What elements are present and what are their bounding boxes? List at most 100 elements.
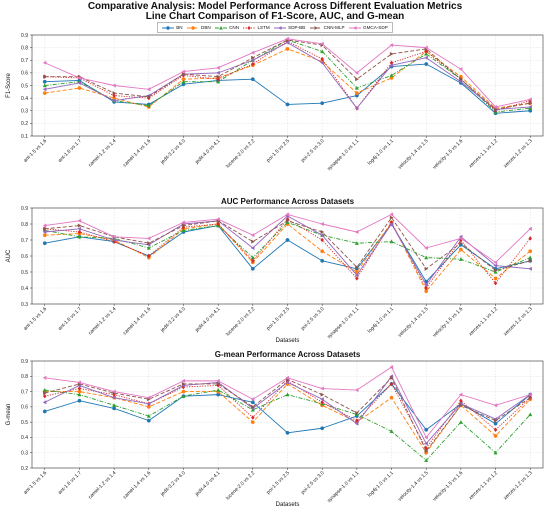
data-point-gmca-sdp <box>77 75 82 80</box>
plot-frame <box>31 360 544 469</box>
data-point-gmca-sdp <box>250 233 255 238</box>
data-point-sdp-bb <box>424 441 428 446</box>
data-point-gmca-sdp <box>250 397 255 402</box>
data-point-gmca-sdp <box>493 403 498 408</box>
plot-frame <box>31 207 544 305</box>
data-point-sdp-bb <box>528 266 532 271</box>
data-point-cnn <box>424 458 429 463</box>
data-point-cnn-mlp <box>285 218 290 223</box>
legend-swatch <box>215 25 228 30</box>
data-point-cnn <box>389 429 394 433</box>
y-tick-label: 0.6 <box>21 254 28 260</box>
data-point-cnn <box>42 83 47 88</box>
data-point-dbn <box>528 249 533 254</box>
data-point-bn <box>77 398 82 403</box>
data-point-cnn <box>146 103 151 108</box>
legend-swatch <box>243 25 256 30</box>
legend-label: CNN <box>229 25 240 30</box>
data-point-dbn <box>285 46 290 51</box>
data-point-lstm <box>320 237 324 243</box>
data-point-gmca-sdp <box>285 375 290 380</box>
y-tick-label: 0.4 <box>21 286 28 292</box>
x-tick-label: ant-1.5 vs 1.6 <box>23 306 49 332</box>
legend-swatch <box>309 25 322 30</box>
data-point-cnn <box>77 234 82 239</box>
x-tick-label: lucene-2.0 vs 2.2 <box>225 306 256 337</box>
data-point-bn <box>320 258 325 263</box>
series-gmca-sdp <box>42 365 532 440</box>
legend-label: LSTM <box>257 25 270 30</box>
data-point-sdp-bb <box>250 58 255 63</box>
data-point-dbn <box>42 91 47 95</box>
data-point-cnn-mlp <box>355 265 359 270</box>
x-tick-label: velocity-1.4 vs 1.5 <box>397 470 430 503</box>
legend-marker <box>278 25 282 30</box>
data-point-bn <box>320 101 325 106</box>
data-point-sdp-bb <box>354 106 359 111</box>
data-point-cnn-mlp <box>112 91 117 96</box>
data-point-sdp-bb <box>250 245 255 251</box>
x-tick-label: ant-1.6 vs 1.7 <box>57 306 83 332</box>
panel-title: AUC Performance Across Datasets <box>221 197 355 206</box>
data-point-gmca-sdp <box>216 378 220 383</box>
data-point-cnn <box>424 255 429 260</box>
series-gmca-sdp <box>42 212 532 265</box>
legend-item-sdp-bb: SDP-BB <box>274 25 305 31</box>
data-point-dbn <box>181 389 186 394</box>
data-point-sdp-bb <box>354 273 359 278</box>
data-point-sdp-bb <box>112 237 116 243</box>
legend-swatch <box>349 25 361 30</box>
data-point-cnn-mlp <box>216 74 221 79</box>
data-point-gmca-sdp <box>458 67 463 72</box>
data-point-cnn <box>458 257 463 261</box>
y-tick-label: 0.5 <box>21 420 28 426</box>
data-point-cnn <box>354 241 359 245</box>
legend-item-cnn-mlp: CNN-MLP <box>309 25 345 31</box>
data-point-sdp-bb <box>42 87 47 92</box>
data-point-gmca-sdp <box>146 236 151 241</box>
legend-marker <box>219 25 224 30</box>
series-line-cnn <box>44 389 531 461</box>
data-point-lstm <box>251 258 255 264</box>
series-cnn-mlp <box>43 215 533 273</box>
data-point-lstm <box>147 253 151 259</box>
x-tick-label: xerces-1.1 vs 1.2 <box>468 306 499 337</box>
data-point-bn <box>42 409 47 414</box>
x-tick-label: log4j-1.0 vs 1.1 <box>367 138 395 166</box>
legend-marker <box>352 25 357 30</box>
data-point-sdp-bb <box>389 221 394 227</box>
x-tick-label: velocity-1.4 vs 1.5 <box>397 306 430 339</box>
data-point-sdp-bb <box>528 104 532 109</box>
data-point-gmca-sdp <box>112 234 116 239</box>
y-tick-label: 0.9 <box>21 33 28 39</box>
x-tick-label: velocity-1.5 vs 1.6 <box>432 470 465 503</box>
legend-swatch <box>274 25 287 30</box>
data-point-cnn-mlp <box>43 226 47 231</box>
data-point-dbn <box>77 86 82 90</box>
x-tick-label: log4j-1.0 vs 1.1 <box>367 470 395 498</box>
data-point-cnn-mlp <box>320 229 325 235</box>
data-point-sdp-bb <box>424 282 428 287</box>
data-point-cnn-mlp <box>251 55 255 60</box>
data-point-cnn-mlp <box>389 215 394 220</box>
data-point-cnn <box>320 49 325 54</box>
x-tick-label: camel-1.4 vs 1.6 <box>122 138 152 168</box>
data-point-bn <box>146 418 151 423</box>
x-tick-label: jedit-3.2 vs 4.0 <box>159 138 187 166</box>
x-tick-label: poi-2.5 vs 3.0 <box>300 306 326 332</box>
legend-item-dbn: DBN <box>187 25 211 31</box>
legend-label: BN <box>176 25 183 30</box>
data-point-gmca-sdp <box>146 87 151 92</box>
data-point-lstm <box>320 56 324 62</box>
data-point-lstm <box>355 276 359 281</box>
y-tick-label: 0.5 <box>21 270 28 276</box>
series-lstm <box>42 216 533 291</box>
data-point-cnn <box>424 51 429 56</box>
data-point-cnn-mlp <box>147 241 151 246</box>
data-point-bn <box>285 238 290 242</box>
data-point-gmca-sdp <box>424 245 428 251</box>
data-point-cnn-mlp <box>493 418 498 423</box>
data-point-sdp-bb <box>285 40 290 45</box>
data-point-lstm <box>493 280 498 286</box>
f1-score-chart: 0.1 0.2 0.3 0.4 0.5 0.6 0.7 0.8 0.9 ant-1.5 vs 1.… <box>6 33 544 172</box>
